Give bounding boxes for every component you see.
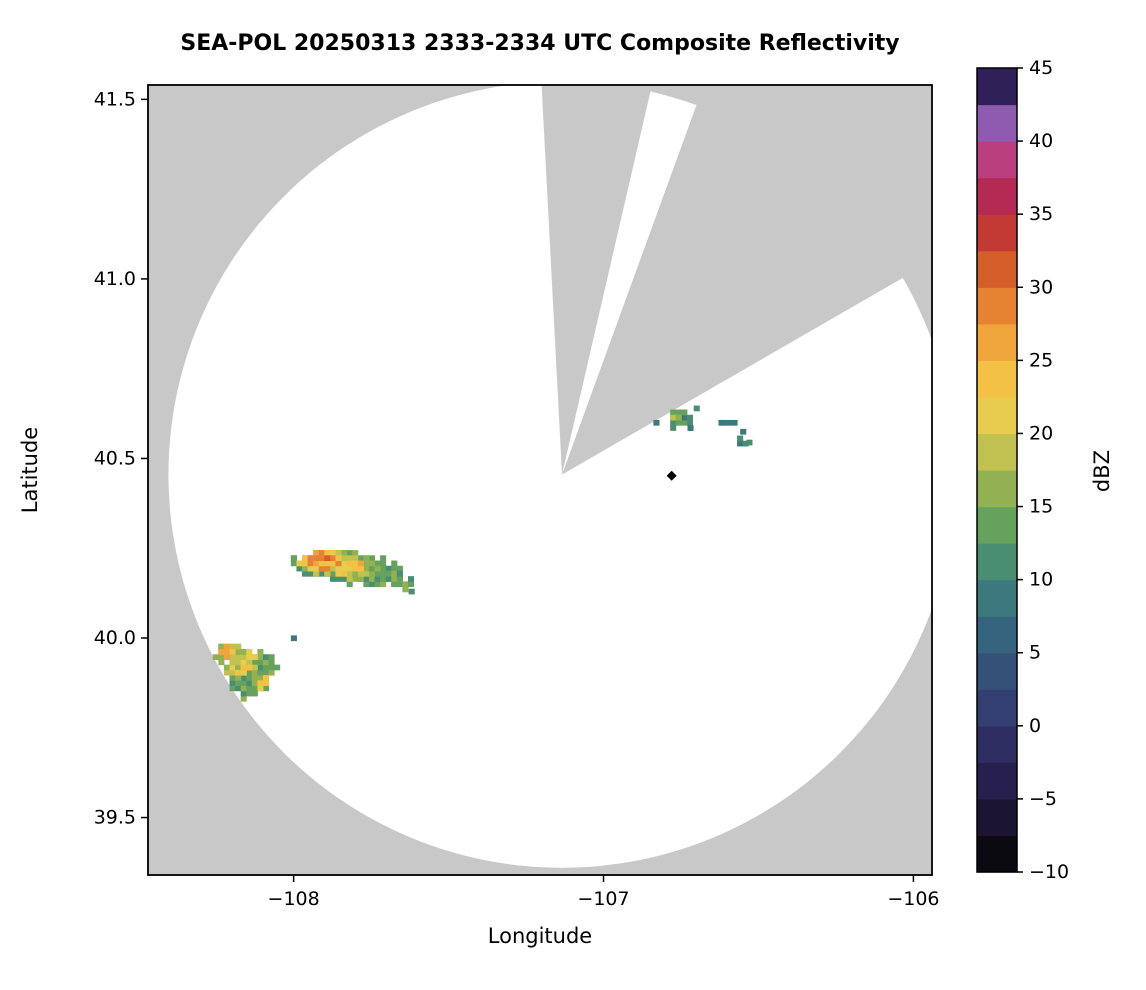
x-axis-label: Longitude: [487, 924, 593, 948]
echo-storm-west-main: [290, 550, 415, 593]
colorbar-tick-label: 40: [1029, 130, 1053, 152]
colorbar-segment: [977, 323, 1017, 361]
colorbar-segment: [977, 616, 1017, 654]
colorbar-frame: [976, 67, 1018, 873]
y-tick-label: 41.0: [94, 268, 136, 290]
blocked-sector-1: [562, 85, 932, 475]
colorbar-segment: [977, 689, 1017, 727]
colorbar-tick-label: 0: [1029, 715, 1041, 737]
colorbar-segment: [977, 250, 1017, 288]
colorbar-segment: [977, 762, 1017, 800]
colorbar-segment: [977, 433, 1017, 471]
colorbar-tick-label: 5: [1029, 642, 1041, 664]
chart-title: SEA-POL 20250313 2333-2334 UTC Composite…: [180, 31, 900, 56]
colorbar-tick-label: −5: [1029, 788, 1057, 810]
colorbar-segment: [977, 104, 1017, 142]
colorbar-tick-label: 30: [1029, 276, 1053, 298]
colorbar-segment: [977, 470, 1017, 508]
colorbar-segment: [977, 579, 1017, 617]
colorbar-tick-label: 10: [1029, 569, 1053, 591]
colorbar-segment: [977, 798, 1017, 837]
colorbar-tick-label: 25: [1029, 349, 1053, 371]
echo-storm-southwest: [212, 643, 281, 702]
colorbar-segment: [977, 506, 1017, 544]
colorbar-segment: [977, 725, 1017, 763]
colorbar-segment: [977, 652, 1017, 690]
axes-frame: [147, 84, 933, 876]
colorbar-tick-label: 15: [1029, 496, 1053, 518]
colorbar-segment: [977, 360, 1017, 398]
y-tick-label: 39.5: [94, 807, 136, 829]
blocked-sector-0: [541, 85, 652, 475]
x-tick-label: −108: [268, 888, 320, 910]
y-tick-label: 40.0: [94, 627, 136, 649]
map-area: [148, 85, 932, 875]
x-tick-label: −107: [577, 888, 629, 910]
colorbar-tick-label: −10: [1029, 861, 1069, 883]
colorbar-segment: [977, 141, 1017, 179]
colorbar-segment: [977, 543, 1017, 581]
y-axis-label: Latitude: [18, 426, 42, 514]
echo-speckles: [290, 405, 753, 642]
colorbar: 45 40 35 30 25 20 15 10 5 0 −5 −10: [976, 57, 1069, 883]
colorbar-segment: [977, 177, 1017, 215]
x-tick-label: −106: [887, 888, 939, 910]
colorbar-tick-label: 20: [1029, 422, 1053, 444]
colorbar-segment: [977, 68, 1017, 106]
site-marker-diamond: [666, 470, 677, 481]
colorbar-segment: [977, 214, 1017, 252]
colorbar-tick-label: 35: [1029, 203, 1053, 225]
colorbar-tick-label: 45: [1029, 57, 1053, 79]
colorbar-label: dBZ: [1090, 449, 1114, 493]
y-tick-label: 41.5: [94, 88, 136, 110]
colorbar-segment: [977, 287, 1017, 325]
y-tick-label: 40.5: [94, 447, 136, 469]
colorbar-segment: [977, 396, 1017, 435]
colorbar-segment: [977, 835, 1017, 873]
